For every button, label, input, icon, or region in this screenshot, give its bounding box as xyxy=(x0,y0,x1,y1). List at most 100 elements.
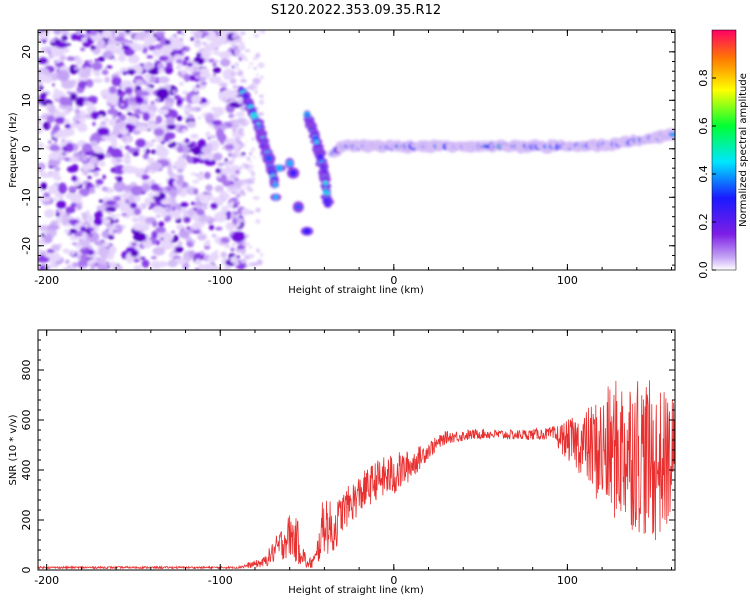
edge-haze-blob xyxy=(259,94,264,98)
noise-blob xyxy=(105,206,117,212)
noise-blob xyxy=(86,231,100,243)
noise-blob xyxy=(53,30,62,35)
noise-blob xyxy=(67,232,73,236)
noise-blob xyxy=(201,146,213,155)
noise-blob xyxy=(75,30,83,35)
noise-blob xyxy=(117,48,122,54)
edge-haze-blob xyxy=(241,225,243,228)
noise-blob xyxy=(80,47,86,52)
noise-blob xyxy=(69,92,78,101)
edge-haze-blob xyxy=(257,62,265,69)
noise-blob xyxy=(137,204,144,209)
noise-blob xyxy=(66,192,75,197)
noise-blob xyxy=(146,55,154,59)
noise-blob xyxy=(121,45,131,50)
edge-haze-blob xyxy=(241,181,248,186)
snr-y-tick-label: 600 xyxy=(20,410,33,431)
noise-blob xyxy=(187,217,191,221)
noise-blob xyxy=(152,48,162,57)
edge-haze-blob xyxy=(256,259,263,266)
noise-blob xyxy=(195,196,201,202)
noise-blob xyxy=(224,158,228,162)
noise-blob xyxy=(108,261,117,267)
noise-blob xyxy=(221,262,225,266)
scattered-blob-core xyxy=(275,165,283,172)
noise-blob xyxy=(180,202,189,208)
noise-blob xyxy=(183,74,191,82)
edge-haze-blob xyxy=(255,52,261,58)
noise-blob xyxy=(65,142,74,153)
noise-blob xyxy=(173,94,181,100)
noise-blob xyxy=(195,204,201,210)
snr-x-axis-label: Height of straight line (km) xyxy=(288,585,424,596)
noise-blob xyxy=(91,61,103,71)
edge-haze-blob xyxy=(240,191,246,197)
edge-haze-blob xyxy=(253,67,258,70)
noise-blob xyxy=(88,59,93,65)
noise-blob xyxy=(80,226,87,233)
noise-blob xyxy=(56,58,61,64)
noise-blob xyxy=(51,244,61,252)
noise-blob xyxy=(98,199,104,203)
noise-blob xyxy=(126,69,136,75)
spectrogram-y-tick-label: 0 xyxy=(20,145,33,152)
noise-blob xyxy=(106,211,111,215)
edge-haze-blob xyxy=(239,166,242,169)
noise-blob xyxy=(119,145,124,150)
noise-blob xyxy=(193,188,199,195)
noise-blob xyxy=(60,128,71,138)
noise-blob xyxy=(224,243,231,249)
edge-haze-blob xyxy=(241,188,246,191)
noise-blob xyxy=(219,242,226,246)
noise-blob xyxy=(205,131,211,138)
noise-blob xyxy=(118,54,127,62)
noise-blob xyxy=(151,220,158,228)
noise-blob xyxy=(177,168,184,173)
noise-blob xyxy=(235,111,245,117)
noise-blob xyxy=(221,206,229,214)
colorbar-tick-label: 0.4 xyxy=(697,165,710,183)
edge-haze-blob xyxy=(238,128,244,132)
noise-blob xyxy=(98,161,106,167)
colorbar: 0.0 0.2 0.4 0.6 0.8 Normalized spectral ampl… xyxy=(697,29,749,279)
noise-blob xyxy=(104,117,110,123)
noise-blob xyxy=(56,222,61,227)
noise-blob xyxy=(127,93,134,99)
noise-blob xyxy=(176,146,184,153)
noise-blob xyxy=(158,182,162,187)
noise-blob xyxy=(56,260,63,265)
snr-x-tick-label: -100 xyxy=(208,574,233,587)
noise-blob xyxy=(200,103,206,108)
noise-blob xyxy=(133,207,142,216)
noise-blob xyxy=(230,201,235,205)
noise-blob xyxy=(65,206,76,214)
noise-blob xyxy=(81,143,93,154)
noise-blob xyxy=(150,256,157,260)
noise-blob xyxy=(205,239,211,244)
noise-blob xyxy=(196,208,205,216)
noise-blob xyxy=(42,47,48,50)
noise-blob xyxy=(155,191,160,197)
noise-blob xyxy=(121,225,126,229)
noise-blob xyxy=(137,215,147,224)
edge-haze-blob xyxy=(237,192,242,195)
noise-blob xyxy=(210,135,216,139)
edge-haze-blob xyxy=(252,84,258,90)
noise-blob xyxy=(50,38,56,43)
edge-haze-blob xyxy=(243,243,248,246)
noise-blob xyxy=(87,175,92,180)
noise-blob xyxy=(173,209,181,220)
noise-blob xyxy=(102,95,107,99)
noise-blob xyxy=(165,215,172,222)
edge-haze-blob xyxy=(233,180,242,188)
noise-blob xyxy=(144,169,149,174)
spectrogram-y-tick-label: -10 xyxy=(20,188,33,206)
noise-blob xyxy=(142,112,151,121)
edge-haze-blob xyxy=(254,90,258,94)
noise-blob xyxy=(205,185,210,190)
noise-blob xyxy=(180,38,183,41)
noise-blob xyxy=(124,152,131,161)
noise-blob xyxy=(143,35,157,45)
noise-blob xyxy=(230,256,239,264)
snr-series-line xyxy=(38,380,675,570)
